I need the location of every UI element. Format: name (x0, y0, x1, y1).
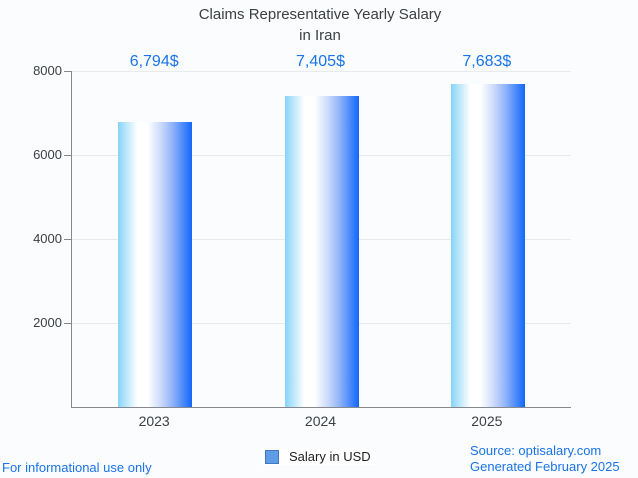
source-text[interactable]: Source: optisalary.com (470, 443, 602, 458)
ytick-label-4000: 4000 (33, 231, 62, 246)
legend-marker-icon[interactable] (265, 450, 279, 464)
xtick-label-2025: 2025 (471, 413, 503, 429)
bar-2023 (118, 121, 193, 407)
chart-title-line2: in Iran (299, 27, 341, 44)
legend-label[interactable]: Salary in USD (289, 449, 371, 464)
legend: Salary in USD (261, 449, 375, 465)
chart-title-line1: Claims Representative Yearly Salary (198, 6, 442, 23)
ytick-label-8000: 8000 (33, 63, 62, 78)
ytick-mark-2000 (64, 323, 71, 324)
value-label-2024: 7,405$ (296, 53, 345, 70)
ytick-mark-8000 (64, 71, 71, 72)
xtick-label-2024: 2024 (304, 413, 337, 429)
bar-2025 (450, 84, 525, 407)
ytick-mark-4000 (64, 239, 71, 240)
xtick-label-2023: 2023 (138, 413, 170, 429)
plot-area (71, 71, 571, 408)
ytick-label-6000: 6000 (33, 147, 62, 162)
ytick-label-2000: 2000 (33, 315, 62, 330)
value-label-2023: 6,794$ (129, 53, 179, 70)
disclaimer-text: For informational use only (2, 460, 152, 475)
bar-2024 (284, 96, 359, 407)
ytick-mark-6000 (64, 155, 71, 156)
value-label-2025: 7,683$ (462, 53, 512, 70)
chart-title: Claims Representative Yearly Salary in I… (0, 4, 638, 46)
source-block: Source: optisalary.com Generated Februar… (470, 443, 620, 475)
gridline-8000 (72, 71, 571, 72)
generated-date-text: Generated February 2025 (470, 459, 620, 474)
